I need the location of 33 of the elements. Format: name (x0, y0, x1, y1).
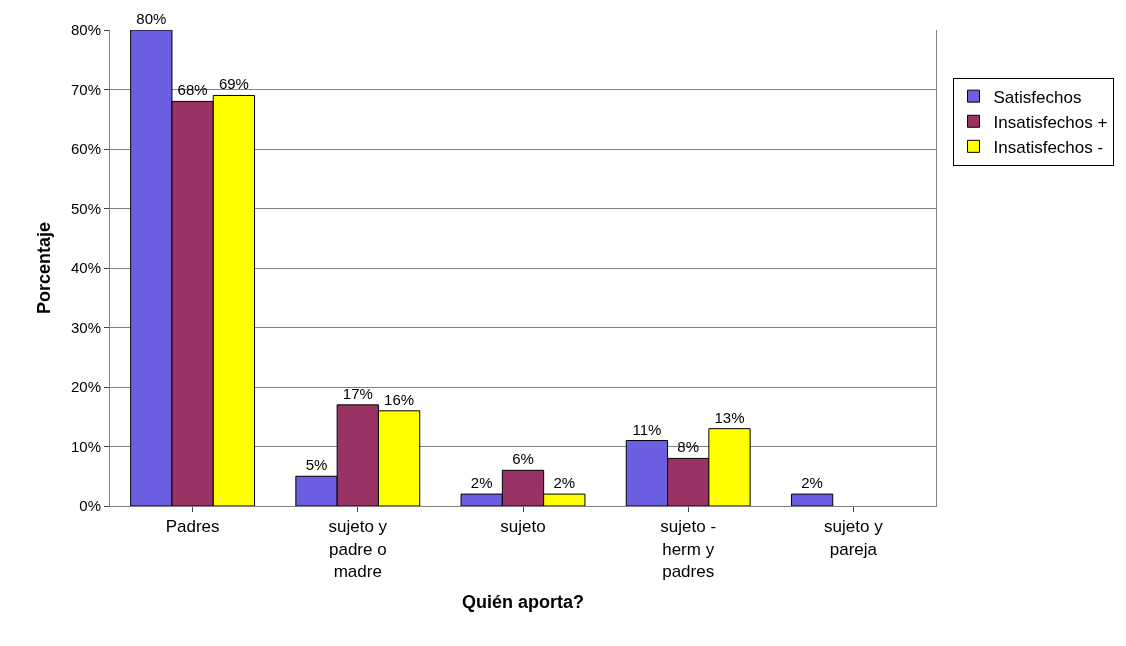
y-tick-label: 50% (70, 199, 101, 217)
x-tick-label: sujeto (500, 517, 546, 537)
y-tick-label: 30% (70, 318, 101, 336)
data-label: 2% (553, 474, 576, 492)
data-label: 11% (632, 420, 662, 438)
y-tick-label: 20% (70, 378, 101, 396)
x-tick-label: sujeto y padre o madre (328, 517, 388, 581)
legend-label: Insatisfechos - (993, 137, 1104, 157)
data-label: 69% (218, 75, 249, 93)
legend-label: Satisfechos (993, 87, 1082, 107)
data-label: 5% (305, 456, 328, 474)
data-label: 16% (384, 390, 415, 408)
data-label: 6% (512, 450, 534, 468)
data-label: 17% (342, 384, 373, 402)
y-tick-label: 10% (70, 437, 101, 455)
data-label: 80% (136, 10, 167, 27)
bar (790, 493, 834, 506)
y-tick-label: 70% (70, 80, 101, 98)
data-label: 2% (470, 474, 493, 492)
y-tick-label: 80% (70, 21, 101, 39)
data-label: 8% (677, 438, 700, 456)
y-tick-label: 40% (70, 259, 101, 277)
data-label: 2% (801, 474, 823, 492)
x-axis-title: Quién aporta? (461, 591, 585, 612)
y-axis-title: Porcentaje (34, 221, 55, 315)
y-tick-label: 60% (70, 140, 101, 158)
legend-label: Insatisfechos + (993, 112, 1108, 132)
x-tick-label: Padres (165, 517, 220, 537)
x-tick-label: sujeto y pareja (824, 517, 884, 559)
x-tick-label: sujeto - herm y padres (660, 517, 717, 581)
data-label: 13% (714, 408, 745, 426)
y-tick-label: 0% (79, 497, 101, 515)
data-label: 68% (177, 81, 208, 99)
